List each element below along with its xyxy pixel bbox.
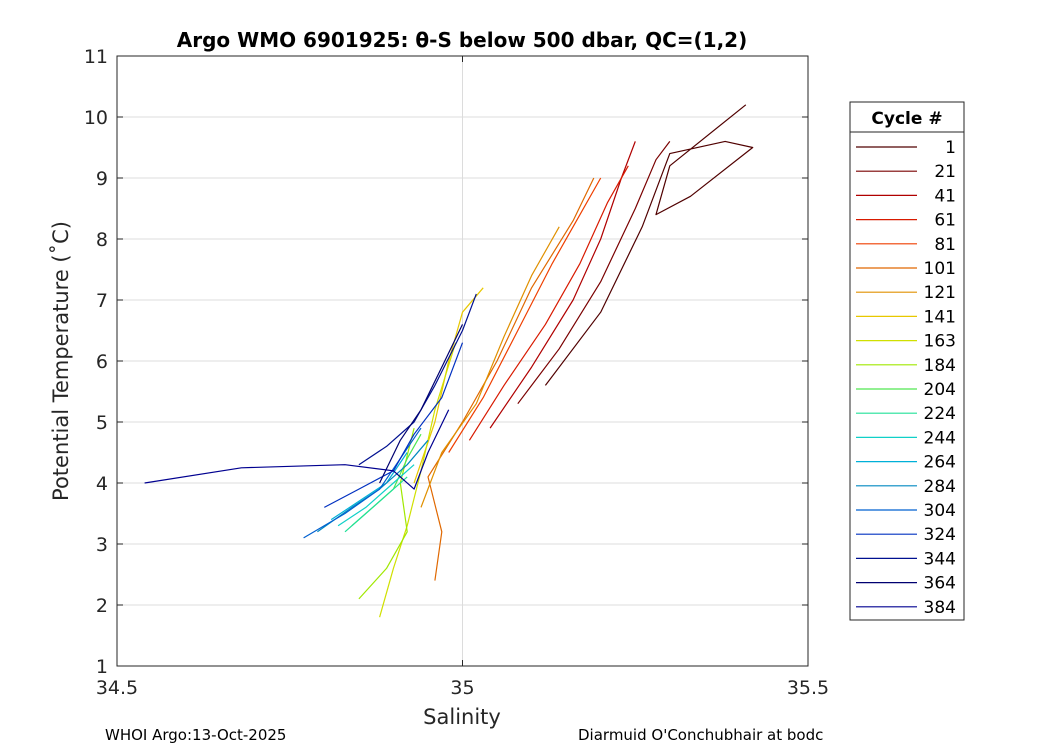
legend-label: 304 — [924, 501, 956, 521]
x-tick-label: 35 — [450, 677, 474, 699]
y-axis-label: Potential Temperature (˚C) — [49, 221, 73, 501]
series-line-cycle-41 — [489, 141, 636, 429]
y-tick-label: 10 — [84, 107, 108, 129]
y-tick-label: 9 — [96, 168, 108, 190]
y-tick-label: 11 — [84, 46, 108, 68]
y-tick-label: 6 — [96, 351, 108, 373]
legend-label: 364 — [924, 574, 956, 594]
footer-author: Diarmuid O'Conchubhair at bodc — [578, 726, 824, 744]
series-line-cycle-21 — [517, 141, 671, 405]
legend-label: 121 — [924, 283, 956, 303]
x-tick-label: 35.5 — [787, 677, 829, 699]
legend-label: 244 — [924, 428, 956, 448]
series-line-cycle-1 — [544, 104, 754, 386]
legend-label: 184 — [924, 356, 956, 376]
y-tick-label: 8 — [96, 229, 108, 251]
series-line-cycle-61 — [468, 165, 629, 441]
y-tick-label: 1 — [96, 656, 108, 678]
chart-title: Argo WMO 6901925: θ-S below 500 dbar, QC… — [177, 28, 747, 52]
legend-label: 284 — [924, 477, 956, 497]
y-tick-label: 3 — [96, 534, 108, 556]
series-line-cycle-101 — [427, 177, 595, 581]
footer-source: WHOI Argo:13-Oct-2025 — [105, 726, 287, 744]
series-line-cycle-384 — [144, 409, 450, 490]
legend-label: 141 — [924, 307, 956, 327]
legend-label: 81 — [934, 235, 956, 255]
legend-entries: 1214161811011211411631842042242442642843… — [856, 138, 956, 618]
y-tick-label: 2 — [96, 595, 108, 617]
legend-label: 324 — [924, 525, 956, 545]
legend-label: 101 — [924, 259, 956, 279]
series-line-cycle-304 — [303, 427, 422, 539]
series-line-cycle-81 — [448, 177, 602, 453]
legend-label: 61 — [934, 211, 956, 231]
y-tick-label: 4 — [96, 473, 108, 495]
legend-label: 41 — [934, 186, 956, 206]
legend-title: Cycle # — [871, 109, 942, 129]
series-line-cycle-121 — [420, 226, 560, 508]
legend-label: 384 — [924, 598, 956, 618]
series-line-cycle-264 — [330, 452, 408, 521]
y-tick-label: 7 — [96, 290, 108, 312]
legend-label: 1 — [945, 138, 956, 158]
series-line-cycle-224 — [344, 476, 408, 533]
y-tick-label: 5 — [96, 412, 108, 434]
legend-label: 264 — [924, 453, 956, 473]
series-line-cycle-163 — [379, 342, 457, 618]
legend-label: 224 — [924, 404, 956, 424]
series-line-cycle-364 — [379, 324, 464, 484]
series-line-cycle-244 — [337, 464, 415, 527]
series-line-cycle-324 — [324, 342, 464, 508]
x-tick-label: 34.5 — [96, 677, 138, 699]
legend-label: 21 — [934, 162, 956, 182]
legend-label: 344 — [924, 549, 956, 569]
axis-ticks: 1 2 3 4 5 6 7 8 9 10 11 34.5 35 35.5 — [84, 46, 829, 699]
series-lines — [144, 104, 754, 618]
legend: Cycle # 12141618110112114116318420422424… — [849, 101, 965, 621]
legend-label: 163 — [924, 332, 956, 352]
x-axis-label: Salinity — [423, 705, 501, 729]
legend-label: 204 — [924, 380, 956, 400]
